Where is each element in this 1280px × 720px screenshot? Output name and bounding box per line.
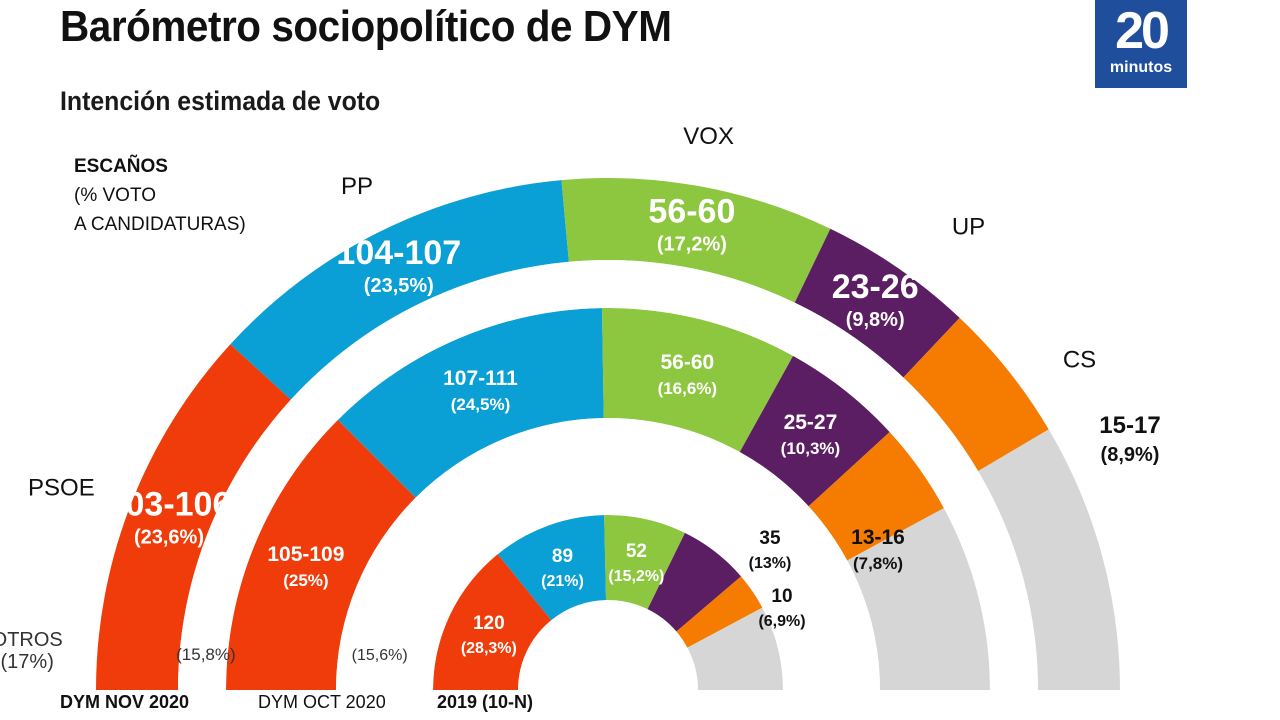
pct-label-2019-10-n-pp: (21%) — [541, 573, 584, 590]
slice-dym-nov-2020-pp — [230, 180, 569, 400]
legend-note-line-3: A CANDIDATURAS) — [74, 214, 246, 235]
seats-label-dym-oct-2020-vox: 56-60 — [660, 351, 714, 374]
slice-dym-oct-2020-up — [739, 355, 890, 507]
seats-label-dym-oct-2020-cs: 13-16 — [851, 526, 905, 549]
pct-label-dym-oct-2020-up: (10,3%) — [781, 439, 841, 458]
party-name-psoe: PSOE — [28, 474, 95, 501]
seats-label-2019-10-n-psoe: 120 — [473, 613, 505, 634]
slice-2019-10-n-otros — [687, 607, 783, 690]
logo-word: minutos — [1109, 59, 1173, 76]
slice-dym-nov-2020-psoe — [96, 344, 291, 690]
slice-2019-10-n-pp — [497, 515, 607, 621]
pct-label-2019-10-n-up: (13%) — [749, 555, 792, 572]
slice-2019-10-n-cs — [676, 576, 763, 648]
pct-label-dym-oct-2020-cs: (7,8%) — [853, 554, 903, 573]
seats-label-2019-10-n-cs: 10 — [771, 586, 792, 607]
party-name-pp: PP — [341, 173, 373, 200]
pct-label-dym-nov-2020-pp: (23,5%) — [364, 275, 434, 297]
ring-label-2019-10-n: 2019 (10-N) — [437, 692, 533, 712]
legend-note-line-2: (% VOTO — [74, 185, 156, 206]
ring-label-dym-nov-2020: DYM NOV 2020 — [60, 692, 189, 712]
seats-label-dym-nov-2020-pp: 104-107 — [336, 234, 461, 272]
seats-label-2019-10-n-pp: 89 — [552, 546, 573, 567]
slice-dym-nov-2020-up — [794, 228, 960, 378]
seats-label-dym-oct-2020-pp: 107-111 — [443, 367, 518, 390]
slice-dym-oct-2020-pp — [337, 308, 604, 498]
slice-2019-10-n-up — [647, 532, 742, 632]
seats-label-dym-nov-2020-vox: 56-60 — [648, 193, 735, 231]
pct-label-2019-10-n-vox: (15,2%) — [608, 568, 664, 585]
slice-dym-oct-2020-vox — [601, 308, 794, 453]
party-name-otros: OTROS — [0, 629, 63, 651]
pct-label-dym-nov-2020-otros: (17%) — [1, 651, 54, 673]
chart-subtitle: Intención estimada de voto — [60, 86, 381, 116]
seats-label-dym-nov-2020-cs: 15-17 — [1099, 412, 1160, 439]
pct-label-2019-10-n-otros: (15,6%) — [352, 647, 408, 664]
slice-dym-oct-2020-psoe — [226, 419, 416, 690]
pct-label-dym-nov-2020-vox: (17,2%) — [657, 234, 727, 256]
seats-label-2019-10-n-up: 35 — [759, 528, 781, 549]
pct-label-2019-10-n-psoe: (28,3%) — [461, 640, 517, 657]
seats-label-dym-oct-2020-psoe: 105-109 — [267, 543, 344, 566]
logo-number: 20 — [1115, 2, 1170, 60]
pct-label-dym-oct-2020-pp: (24,5%) — [451, 395, 511, 414]
seats-label-dym-oct-2020-up: 25-27 — [784, 411, 838, 434]
page-title: Barómetro sociopolítico de DYM — [60, 2, 672, 51]
slice-dym-nov-2020-cs — [903, 317, 1049, 472]
ring-gap-1 — [178, 260, 1038, 690]
ring-label-dym-oct-2020: DYM OCT 2020 — [258, 692, 386, 712]
slice-dym-nov-2020-vox — [561, 178, 831, 303]
pct-label-2019-10-n-cs: (6,9%) — [758, 613, 805, 630]
pct-label-dym-nov-2020-psoe: (23,6%) — [134, 526, 204, 548]
pct-label-dym-nov-2020-cs: (8,9%) — [1101, 444, 1160, 466]
slice-dym-nov-2020-otros — [978, 429, 1120, 690]
slice-2019-10-n-psoe — [433, 554, 552, 690]
seats-label-dym-nov-2020-psoe: 103-106 — [107, 485, 232, 523]
party-name-up: UP — [952, 214, 985, 241]
slice-dym-oct-2020-cs — [808, 432, 944, 561]
ring-gap-2 — [336, 418, 880, 690]
legend-note-line-1: ESCAÑOS — [74, 155, 168, 177]
pct-label-dym-oct-2020-otros: (15,8%) — [176, 645, 236, 664]
seats-label-2019-10-n-vox: 52 — [626, 541, 647, 562]
party-name-vox: VOX — [683, 123, 734, 150]
pct-label-dym-nov-2020-up: (9,8%) — [846, 309, 905, 331]
slice-dym-oct-2020-otros — [847, 508, 990, 690]
brand-logo: 20 minutos — [1095, 0, 1187, 88]
slice-2019-10-n-vox — [604, 515, 685, 610]
pct-label-dym-oct-2020-psoe: (25%) — [283, 571, 328, 590]
party-name-cs: CS — [1063, 346, 1096, 373]
pct-label-dym-oct-2020-vox: (16,6%) — [658, 379, 718, 398]
seats-label-dym-nov-2020-up: 23-26 — [832, 268, 919, 306]
